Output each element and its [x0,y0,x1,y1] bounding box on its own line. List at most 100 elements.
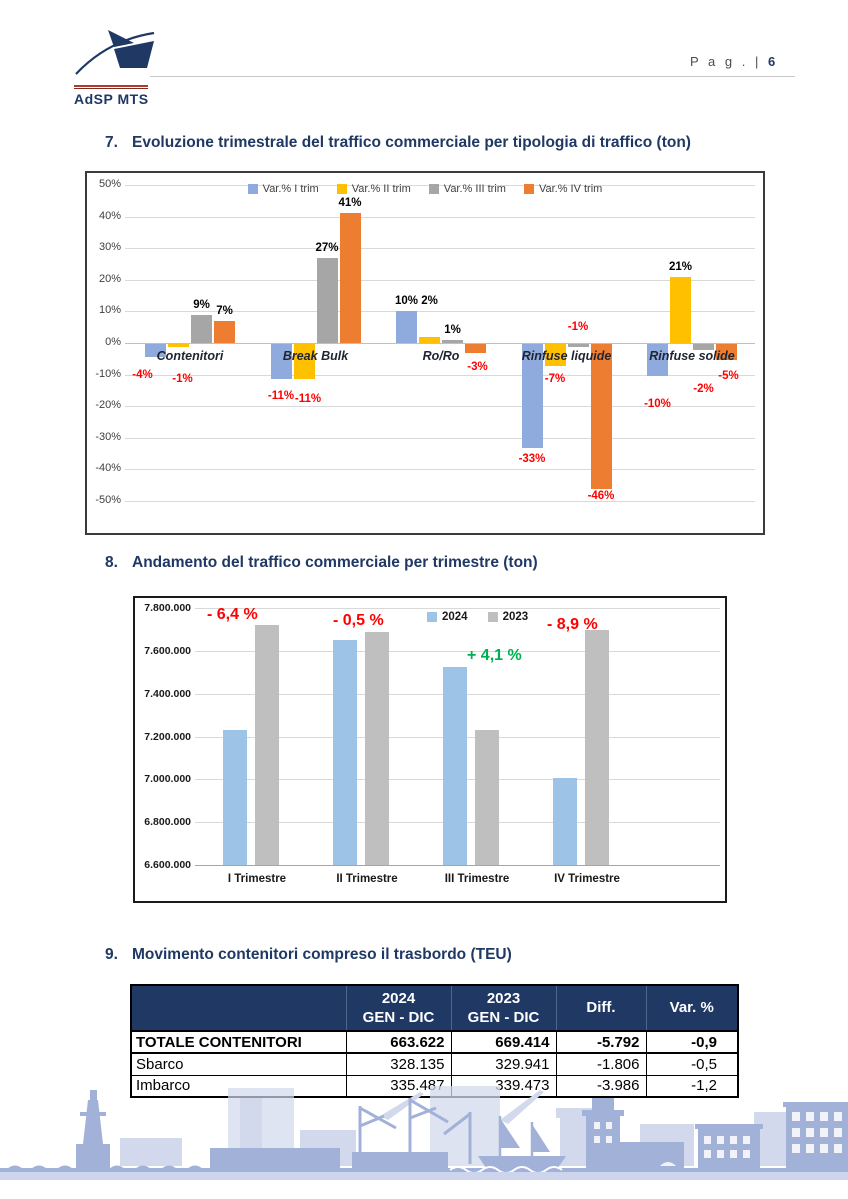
y-axis-tick-label: -50% [95,494,121,506]
boat-logo-icon [75,30,155,75]
chart-traffic-by-quarter-plot: 7.800.000 7.600.000 7.400.000 7.200.000 7.00… [135,598,725,901]
table-header-row: 2024 GEN - DIC 2023 GEN - DIC Diff. Var. % [130,984,739,1032]
gridline [125,501,755,502]
y-axis-tick-label: -40% [95,462,121,475]
table-row-totale: TOTALE CONTENITORI 663.622 669.414 -5.79… [130,1030,739,1054]
legend-marker [336,184,347,194]
bar-var-iv-trim [465,344,486,354]
bar-var-iv-trim [590,344,612,490]
header-2023-period: GEN - DIC [467,1009,540,1026]
bar-2024 [223,730,247,865]
section-8-heading: 8. Andamento del traffico commerciale pe… [105,554,538,572]
bar-2023 [585,630,609,865]
bar-var-iii-trim [191,314,212,343]
legend-marker [247,184,258,194]
gridline [125,343,755,344]
bar-value-label: -11% [267,389,295,402]
bar-value-label: -1% [172,373,193,386]
bar-2023 [255,625,279,865]
section-7-title: Evoluzione trimestrale del traffico comm… [132,134,691,151]
section-9-title: Movimento contenitori compreso il trasbo… [132,946,512,963]
legend-marker [428,184,439,194]
legend-item: Var.% III trim [428,183,506,195]
table-row-sbarco: Sbarco 328.135 329.941 -1.806 -0,5 [130,1052,739,1076]
gridline [125,311,755,313]
y-axis-tick-label: 7.800.000 [144,602,191,614]
port-skyline-illustration [0,1086,848,1176]
category-label: IV Trimestre [554,873,620,885]
bar-value-label: -7% [544,373,566,386]
bar-var-iv-trim [716,344,737,360]
y-axis-tick-label: -10% [95,367,121,380]
legend-label: Var.% III trim [443,183,506,195]
category-label: Contenitori [156,349,224,363]
y-axis-tick-label: 50% [98,178,121,190]
bar-2024 [443,666,467,865]
gridline [125,248,755,250]
header-2024-period: GEN - DIC [362,1009,435,1026]
legend-label: Var.% IV trim [538,183,603,195]
section-9-number: 9. [105,946,118,963]
container-movement-table: 2024 GEN - DIC 2023 GEN - DIC Diff. Var. %… [130,984,739,1098]
legend-label: 2024 [442,611,468,623]
gridline [125,374,755,376]
bar-value-label: -10% [644,397,671,410]
y-axis-tick-label: 30% [98,241,121,254]
variation-annotation: - 6,4 % [207,606,258,623]
cell-diff: -3.986 [555,1074,647,1098]
bar-var-iii-trim [567,344,589,348]
bar-var-i-trim [270,344,292,379]
bar-var-iv-trim [339,213,361,343]
y-axis-tick-label: 7.600.000 [144,644,191,657]
bar-var-iii-trim [442,339,463,343]
cell-2024: 328.135 [345,1052,452,1076]
variation-annotation: + 4,1 % [467,647,522,664]
bar-var-ii-trim [670,276,691,343]
gridline [125,437,755,439]
bar-value-label: -5% [718,369,739,382]
bar-2024 [553,778,577,865]
legend-item: Var.% I trim [247,183,319,195]
bar-var-ii-trim [544,344,566,367]
bar-var-iii-trim [693,344,714,351]
chart-traffic-by-quarter-legend: 2024 2023 [427,611,528,623]
row-label: TOTALE CONTENITORI [130,1030,347,1054]
bar-2024 [333,640,357,865]
page-number-value: 6 [767,54,777,69]
section-7-heading: 7. Evoluzione trimestrale del traffico c… [105,134,691,152]
bar-value-label: -2% [693,383,714,396]
category-label: Break Bulk [282,349,349,363]
gridline [125,185,755,186]
cell-var-pct: -1,2 [645,1074,739,1098]
legend-item: Var.% IV trim [523,183,603,195]
gridline [125,406,755,408]
y-axis-tick-label: 0% [105,336,121,348]
y-axis-tick-label: -30% [95,430,121,443]
gridline [125,469,755,471]
bar-value-label: -33% [518,453,546,466]
bar-value-label: -11% [294,392,322,405]
bar-value-label: 41% [338,197,362,210]
legend-item: 2024 [427,611,468,623]
bar-value-label: 7% [216,304,233,317]
bar-var-iv-trim [214,320,235,343]
section-8-title: Andamento del traffico commerciale per t… [132,554,538,571]
y-axis-tick-label: 7.400.000 [144,687,191,700]
y-axis-tick-label: 6.800.000 [144,816,191,829]
x-axis-line [195,865,720,866]
cell-2023: 329.941 [450,1052,557,1076]
header-var-pct: Var. % [645,984,739,1032]
logo-red-rule [74,85,148,89]
bar-2023 [365,631,389,865]
cell-var-pct: -0,5 [645,1052,739,1076]
bar-value-label: -1% [567,321,589,334]
cell-2024: 663.622 [345,1030,452,1054]
category-label: I Trimestre [227,873,287,885]
header-diff: Diff. [555,984,647,1032]
legend-label: Var.% I trim [262,183,319,195]
logo-text: AdSP MTS [74,91,149,107]
gridline [195,608,720,609]
bar-2023 [475,730,499,865]
legend-marker [487,612,498,622]
gridline [195,650,720,652]
